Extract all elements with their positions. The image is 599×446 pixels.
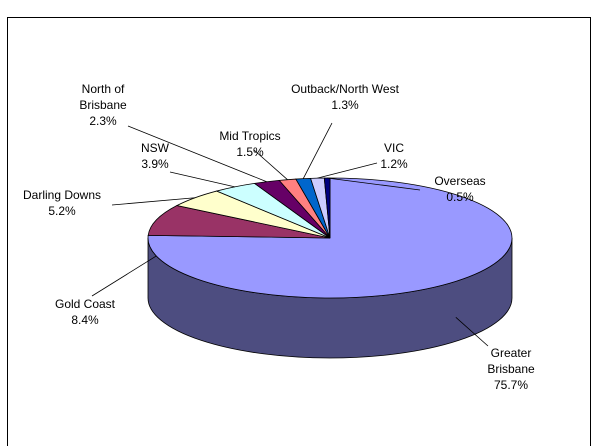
slice-value: 5.2% [48,204,76,218]
slice-value: 1.3% [331,98,359,112]
slice-value: 1.2% [380,157,408,171]
slice-value: 1.5% [236,145,264,159]
data-label: Darling Downs 5.2% [7,187,117,219]
leader-line [253,149,288,180]
slice-value: 8.4% [71,313,99,327]
slice-name: Gold Coast [54,297,116,311]
slice-name: Darling Downs [22,188,102,202]
data-label: NSW 3.9% [125,140,185,172]
data-label: Greater Brisbane 75.7% [476,345,546,393]
pie-slice [147,205,331,239]
slice-name: Mid Tropics [219,129,281,143]
slice-name: Outback/North West [291,82,399,96]
leader-line [91,255,157,297]
leader-line [327,177,421,191]
slice-name: NSW [141,141,169,155]
leader-line [455,317,489,347]
leader-line [127,125,267,183]
slice-name: Overseas [434,174,486,188]
data-label: Outback/North West 1.3% [290,81,400,113]
leader-line [317,162,378,179]
slice-name: Greater Brisbane [487,346,535,376]
leader-line [169,171,235,188]
slice-value: 3.9% [141,157,169,171]
slice-name: VIC [383,141,404,155]
data-label: VIC 1.2% [374,140,414,172]
leader-line [111,197,196,206]
data-label: Mid Tropics 1.5% [205,128,295,160]
leader-line [302,122,333,179]
slice-name: North of Brisbane [79,82,127,112]
slice-value: 0.5% [446,190,474,204]
slice-value: 2.3% [89,114,117,128]
slice-value: 75.7% [493,378,529,392]
data-label: Gold Coast 8.4% [40,296,130,328]
data-label: North of Brisbane 2.3% [68,81,138,129]
data-label: Overseas 0.5% [420,173,500,205]
